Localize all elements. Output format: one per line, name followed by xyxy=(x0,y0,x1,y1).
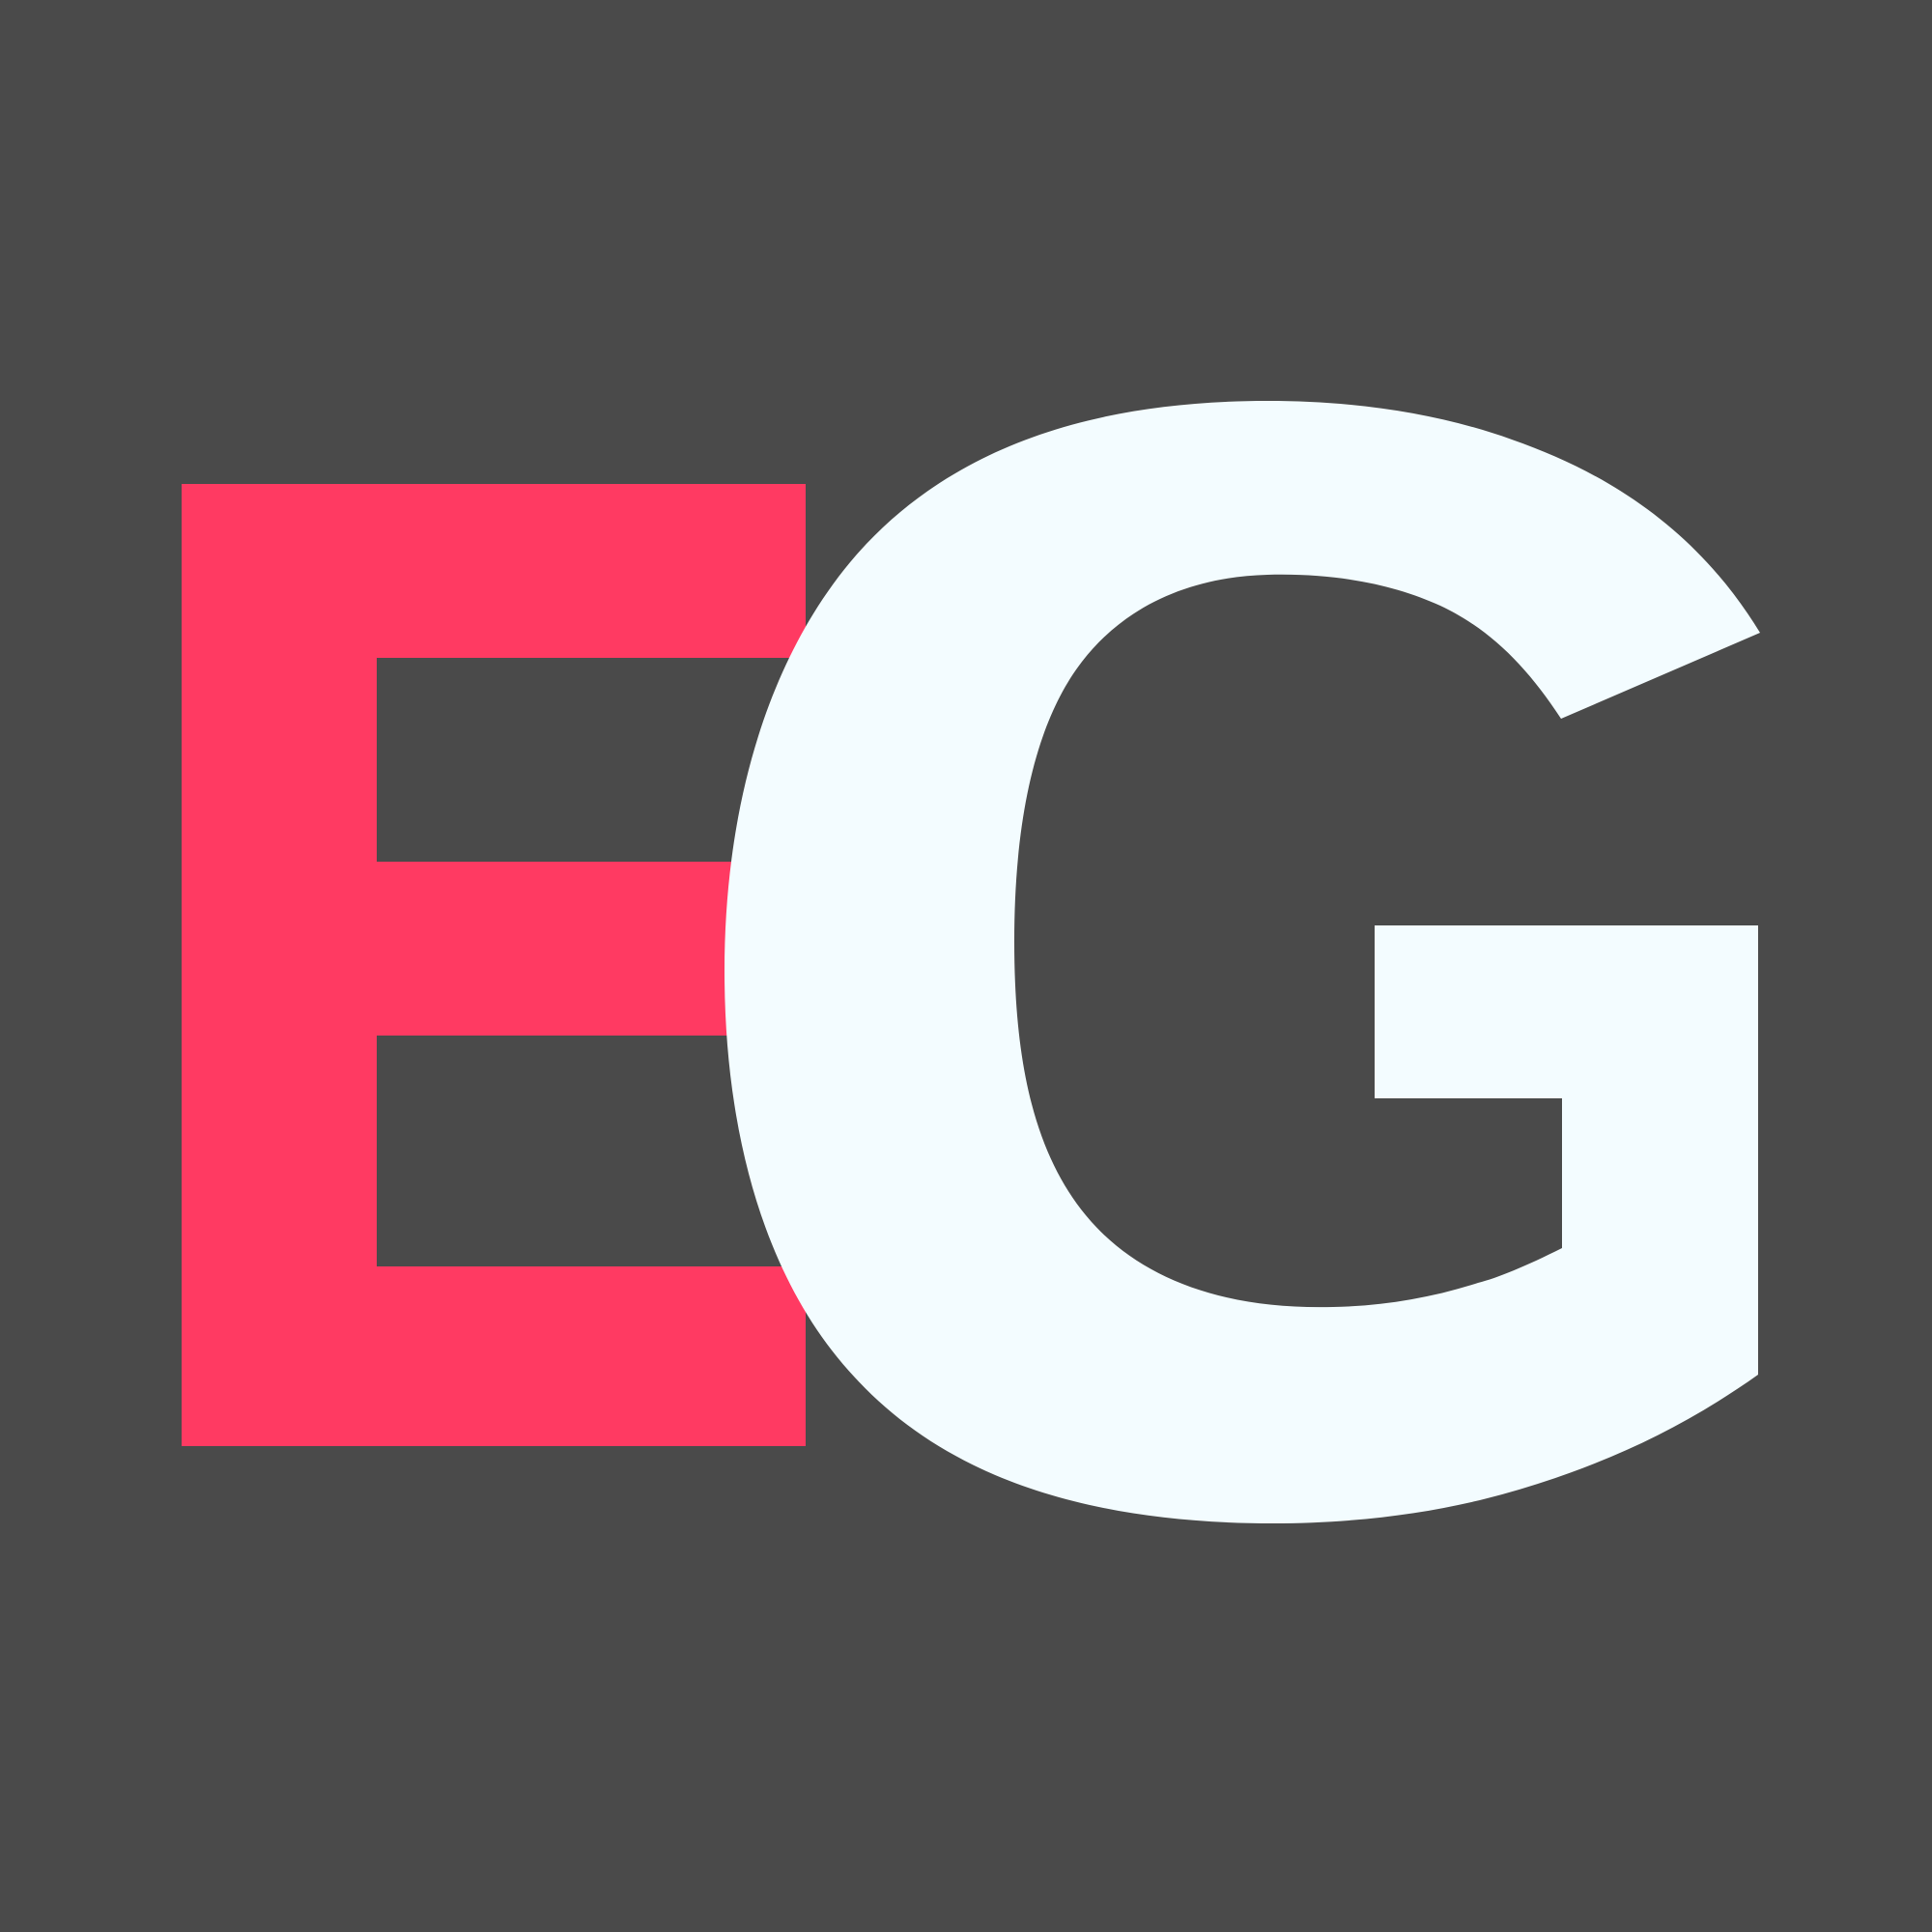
logo-letter-g xyxy=(724,401,1760,1523)
logo-letter-e xyxy=(182,484,806,1446)
